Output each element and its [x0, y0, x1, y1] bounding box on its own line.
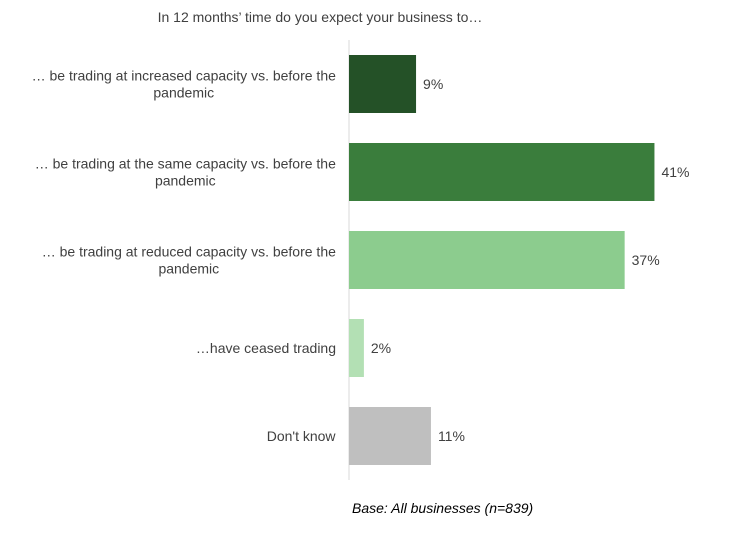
data-label-4: 11%: [438, 428, 465, 444]
bar-0: [349, 55, 417, 113]
category-label-0: … be trading at increased capacity vs. b…: [32, 68, 336, 101]
bar-3: [349, 319, 364, 377]
category-label-2: … be trading at reduced capacity vs. bef…: [42, 244, 336, 277]
data-label-1: 41%: [661, 164, 689, 180]
bar-4: [349, 407, 431, 465]
data-label-2: 37%: [632, 252, 660, 268]
category-label-1: … be trading at the same capacity vs. be…: [35, 156, 336, 189]
data-label-3: 2%: [371, 340, 391, 356]
chart-title: In 12 months’ time do you expect your bu…: [157, 9, 483, 25]
category-label-3: …have ceased trading: [196, 340, 336, 356]
base-footnote: Base: All businesses (n=839): [352, 500, 534, 516]
data-label-0: 9%: [423, 76, 443, 92]
bar-1: [349, 143, 655, 201]
bar-2: [349, 231, 625, 289]
category-label-4: Don't know: [267, 428, 337, 444]
